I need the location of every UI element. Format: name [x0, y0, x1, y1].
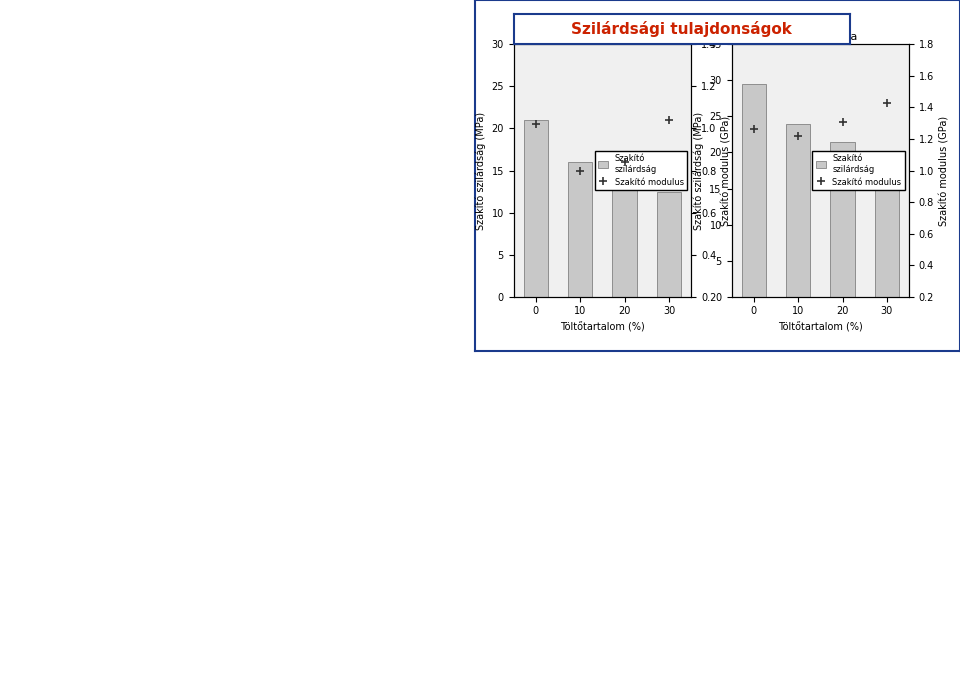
Bar	[830, 142, 854, 297]
Y-axis label: Szakító szilárdság (MPa): Szakító szilárdság (MPa)	[693, 111, 704, 230]
Bar	[741, 84, 766, 297]
Legend: Szakító
szilárdság, Szakító modulus: Szakító szilárdság, Szakító modulus	[594, 151, 687, 190]
Bar	[523, 120, 548, 297]
Bar	[568, 162, 592, 297]
Y-axis label: Szakító modulus (GPa): Szakító modulus (GPa)	[722, 115, 732, 226]
Y-axis label: Szakító szilárdság (MPa): Szakító szilárdság (MPa)	[475, 111, 486, 230]
Text: Szilárdsági tulajdonságok: Szilárdsági tulajdonságok	[571, 21, 792, 37]
X-axis label: Töltőtartalom (%): Töltőtartalom (%)	[778, 322, 863, 332]
Title: PE/Kukoricamaghéj: PE/Kukoricamaghéj	[549, 31, 656, 42]
Legend: Szakító
szilárdság, Szakító modulus: Szakító szilárdság, Szakító modulus	[812, 151, 905, 190]
Bar	[612, 179, 636, 297]
Bar	[786, 123, 810, 297]
Title: PE/Búzakorpa: PE/Búzakorpa	[782, 31, 858, 42]
Bar	[657, 192, 682, 297]
Bar	[875, 156, 900, 297]
Text: Szilárdsági tulajdonságok: Szilárdsági tulajdonságok	[607, 28, 828, 44]
Y-axis label: Szakító modulus (GPa): Szakító modulus (GPa)	[940, 115, 949, 226]
X-axis label: Töltőtartalom (%): Töltőtartalom (%)	[560, 322, 645, 332]
